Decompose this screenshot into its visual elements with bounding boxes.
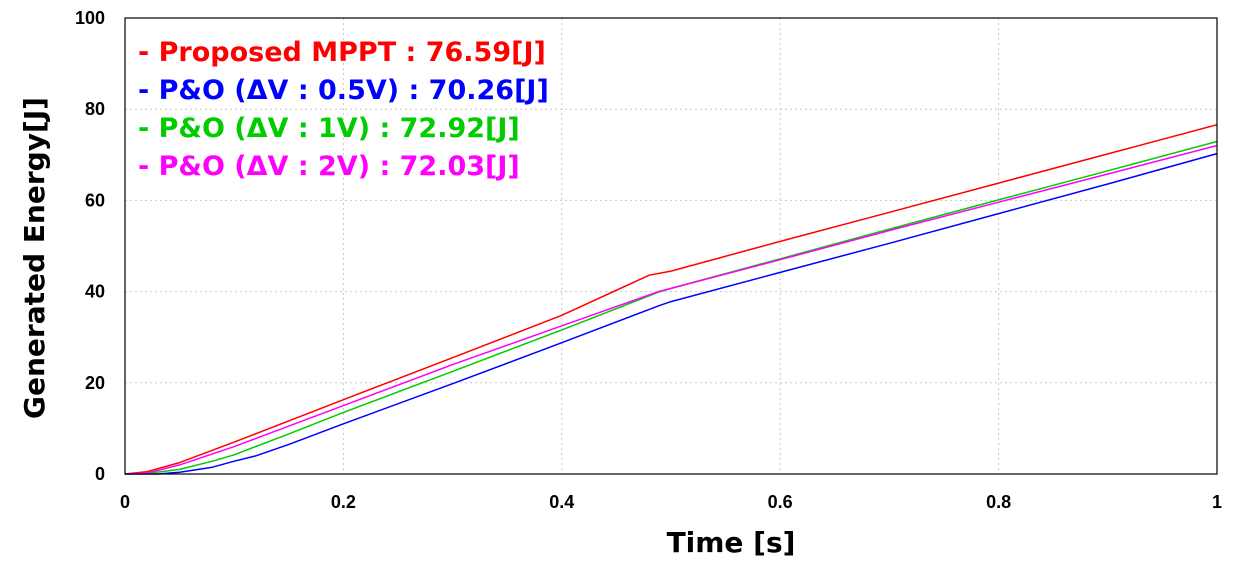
y-tick-label: 0	[95, 464, 105, 484]
plot-frame	[124, 17, 1218, 475]
y-tick-label: 100	[75, 8, 105, 28]
y-tick-label: 80	[85, 99, 105, 119]
legend-entry-4: - P&O (ΔV : 2V) : 72.03[J]	[138, 151, 520, 182]
y-tick-label: 40	[85, 282, 105, 302]
legend-entry-3: - P&O (ΔV : 1V) : 72.92[J]	[138, 113, 520, 144]
y-tick-label: 20	[85, 373, 105, 393]
series-line-2	[125, 152, 1218, 475]
legend-entry-1: - Proposed MPPT : 76.59[J]	[138, 37, 546, 68]
x-axis-title: Time [s]	[667, 526, 796, 559]
x-tick-label: 0.2	[331, 492, 356, 512]
x-tick-label: 0	[120, 492, 130, 512]
x-tick-label: 0.8	[986, 492, 1011, 512]
x-tick-label: 0.4	[549, 492, 574, 512]
grid	[125, 18, 1217, 474]
series-line-4	[124, 144, 1218, 475]
legend: - Proposed MPPT : 76.59[J] - P&O (ΔV : 0.…	[138, 37, 549, 182]
y-axis-title: Generated Energy[J]	[18, 97, 51, 419]
x-tick-label: 0.6	[768, 492, 793, 512]
x-tick-label: 1	[1212, 492, 1222, 512]
legend-entry-2: - P&O (ΔV : 0.5V) : 70.26[J]	[138, 75, 549, 106]
series-line-1	[124, 123, 1218, 475]
series-line-3	[124, 140, 1218, 475]
series-lines	[124, 123, 1218, 475]
tick-labels: 0 0.2 0.4 0.6 0.8 1 0 20 40 60 80 100	[75, 8, 1222, 512]
y-tick-label: 60	[85, 190, 105, 210]
